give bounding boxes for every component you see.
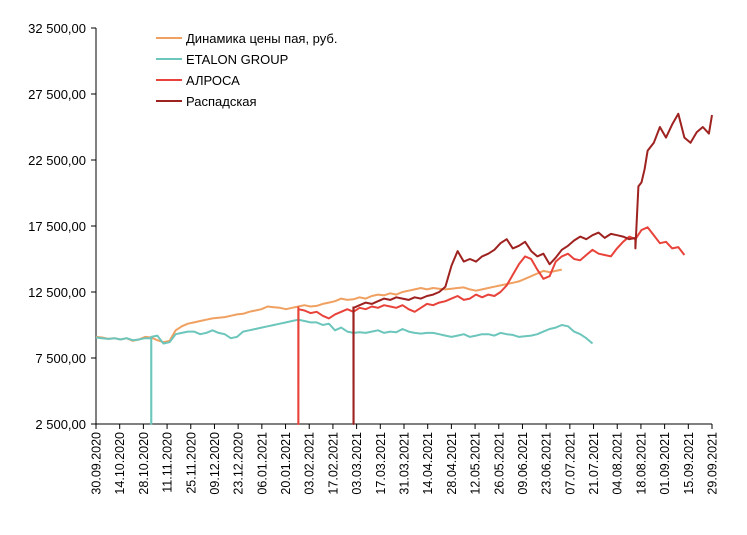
series-line-4	[352, 112, 713, 425]
y-tick-label: 22 500,00	[28, 153, 86, 168]
x-tick-label: 14.04.2021	[421, 432, 435, 495]
x-tick-label: 18.08.2021	[634, 432, 648, 495]
x-tick-label: 03.02.2021	[303, 432, 317, 495]
y-tick-label: 17 500,00	[28, 219, 86, 234]
legend: Динамика цены пая, руб. ETALON GROUP АЛРОС…	[156, 31, 337, 109]
x-tick-label: 04.08.2021	[611, 432, 625, 495]
x-tick-label: 30.09.2020	[90, 432, 104, 495]
y-tick-label: 12 500,00	[28, 285, 86, 300]
x-tick-label: 28.10.2020	[137, 432, 151, 495]
x-tick-label: 01.09.2021	[658, 432, 672, 495]
x-tick-label: 21.07.2021	[587, 432, 601, 495]
series-line-1	[95, 268, 563, 344]
x-tick-label: 26.05.2021	[492, 432, 506, 495]
x-tick-label: 09.12.2020	[208, 432, 222, 495]
series-line-3	[297, 226, 686, 425]
y-tick-label: 7 500,00	[35, 351, 86, 366]
y-axis: 32 500,00 27 500,00 22 500,00 17 500,00 12 5…	[28, 21, 97, 432]
x-tick-label: 11.11.2020	[161, 432, 175, 493]
x-tick-label: 28.04.2021	[445, 432, 459, 495]
x-tick-label: 09.06.2021	[516, 432, 530, 495]
x-tick-label: 23.12.2020	[232, 432, 246, 495]
x-tick-label: 12.05.2021	[469, 432, 483, 495]
x-tick-label: 31.03.2021	[398, 432, 412, 495]
legend-label: АЛРОСА	[186, 73, 240, 88]
x-tick-label: 14.10.2020	[113, 432, 127, 495]
y-tick-label: 32 500,00	[28, 21, 86, 36]
x-tick-label: 17.03.2021	[374, 432, 388, 495]
legend-label: Распадская	[186, 94, 257, 109]
x-tick-label: 07.07.2021	[563, 432, 577, 495]
x-tick-label: 29.09.2021	[706, 432, 720, 495]
series-line-2	[95, 318, 594, 425]
x-tick-label: 20.01.2021	[279, 432, 293, 495]
x-tick-label: 03.03.2021	[350, 432, 364, 495]
x-tick-label: 06.01.2021	[255, 432, 269, 495]
y-tick-label: 27 500,00	[28, 87, 86, 102]
series-lines	[95, 112, 713, 425]
x-tick-label: 15.09.2021	[682, 432, 696, 495]
x-axis: 30.09.2020 14.10.2020 28.10.2020 11.11.2020…	[90, 423, 720, 495]
legend-label: ETALON GROUP	[186, 52, 288, 67]
legend-label: Динамика цены пая, руб.	[186, 31, 337, 46]
x-tick-label: 23.06.2021	[540, 432, 554, 495]
x-tick-label: 25.11.2020	[184, 432, 198, 494]
y-tick-label: 2 500,00	[35, 417, 86, 432]
x-tick-label: 17.02.2021	[326, 432, 340, 495]
